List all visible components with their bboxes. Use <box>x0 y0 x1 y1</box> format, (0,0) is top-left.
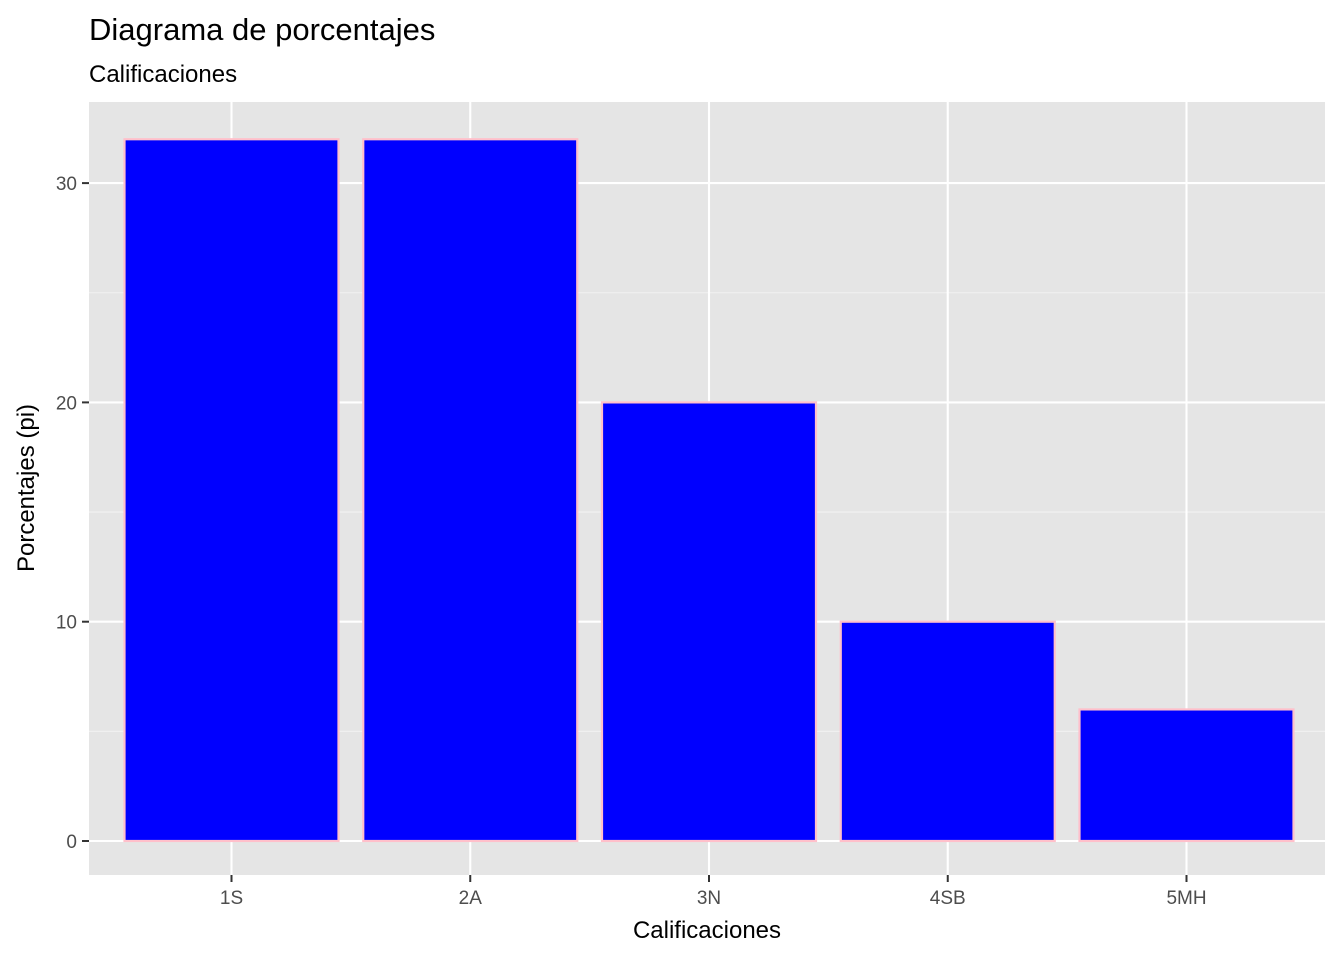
x-tick-label: 5MH <box>1166 888 1206 909</box>
y-tick-label: 20 <box>56 393 77 414</box>
bar <box>600 401 818 843</box>
bar <box>1078 708 1295 843</box>
bar <box>123 138 340 843</box>
x-axis-title: Calificaciones <box>633 917 781 944</box>
x-tick-label: 4SB <box>930 888 966 909</box>
y-axis-title: Porcentajes (pi) <box>13 404 40 572</box>
x-tick-label: 3N <box>697 888 721 909</box>
chart-subtitle: Calificaciones <box>89 61 237 88</box>
bar <box>839 620 1056 843</box>
x-tick-label: 1S <box>220 888 243 909</box>
x-axis: 1S 2A 3N 4SB 5MH <box>220 875 1207 909</box>
chart-title: Diagrama de porcentajes <box>89 12 435 47</box>
y-tick-label: 30 <box>56 174 77 195</box>
y-axis: 0 10 20 30 <box>56 174 89 853</box>
bar <box>362 138 579 843</box>
bar-series <box>123 138 1295 843</box>
y-tick-label: 0 <box>66 832 77 853</box>
x-tick-label: 2A <box>459 888 483 909</box>
y-tick-label: 10 <box>56 613 77 634</box>
